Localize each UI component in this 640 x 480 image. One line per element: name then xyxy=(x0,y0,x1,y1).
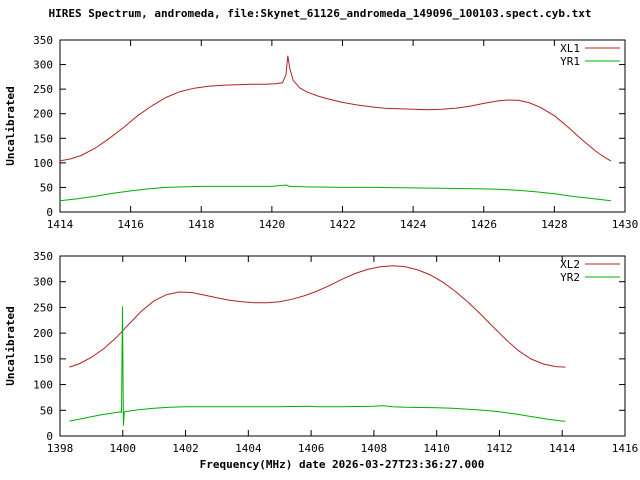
y-tick-label: 300 xyxy=(33,59,53,72)
bottom-y-axis-label: Uncalibrated xyxy=(4,306,17,385)
x-axis-label: Frequency(MHz) date 2026-03-27T23:36:27.… xyxy=(200,458,485,471)
top-plot: 1414 1416 1418 1420 1422 1424 1426 1428 1430 0 50 1… xyxy=(33,34,638,231)
x-tick-label: 1404 xyxy=(235,442,262,455)
y-tick-label: 100 xyxy=(33,379,53,392)
y-tick-label: 350 xyxy=(33,250,53,263)
y-tick-label: 50 xyxy=(40,404,53,417)
top-y-axis-label: Uncalibrated xyxy=(4,86,17,165)
x-tick-label: 1410 xyxy=(423,442,450,455)
x-tick-label: 1424 xyxy=(400,218,427,231)
legend-label-yr1: YR1 xyxy=(560,55,580,68)
x-tick-label: 1402 xyxy=(172,442,199,455)
y-tick-label: 0 xyxy=(46,206,53,219)
legend-label-xl2: XL2 xyxy=(560,258,580,271)
series-line-xl1 xyxy=(59,55,612,162)
y-tick-label: 250 xyxy=(33,301,53,314)
y-tick-label: 350 xyxy=(33,34,53,47)
series-line-yr1 xyxy=(59,184,611,202)
y-tick-label: 50 xyxy=(40,181,53,194)
series-line-xl2 xyxy=(69,265,566,368)
y-tick-label: 200 xyxy=(33,327,53,340)
series-line-yr2 xyxy=(69,306,566,426)
x-tick-label: 1426 xyxy=(471,218,498,231)
x-tick-label: 1418 xyxy=(188,218,215,231)
x-tick-label: 1398 xyxy=(47,442,74,455)
legend-label-xl1: XL1 xyxy=(560,42,580,55)
plot-border xyxy=(59,39,626,213)
x-tick-label: 1420 xyxy=(259,218,286,231)
x-tick-label: 1416 xyxy=(612,442,639,455)
plot-border xyxy=(59,255,626,437)
x-tick-label: 1414 xyxy=(549,442,576,455)
x-tick-label: 1400 xyxy=(110,442,137,455)
x-tick-label: 1412 xyxy=(486,442,513,455)
y-tick-label: 300 xyxy=(33,276,53,289)
y-tick-label: 100 xyxy=(33,157,53,170)
x-tick-label: 1428 xyxy=(541,218,568,231)
x-tick-label: 1422 xyxy=(329,218,356,231)
x-tick-label: 1430 xyxy=(612,218,639,231)
y-tick-label: 150 xyxy=(33,132,53,145)
y-tick-label: 150 xyxy=(33,353,53,366)
x-tick-label: 1416 xyxy=(117,218,144,231)
bottom-plot: 1398 1400 1402 1404 1406 1408 1410 1412 1414 1416… xyxy=(33,250,638,455)
chart-title: HIRES Spectrum, andromeda, file:Skynet_6… xyxy=(48,7,591,20)
x-tick-label: 1406 xyxy=(298,442,325,455)
y-tick-label: 0 xyxy=(46,430,53,443)
y-tick-label: 200 xyxy=(33,108,53,121)
x-tick-label: 1408 xyxy=(361,442,388,455)
x-tick-label: 1414 xyxy=(47,218,74,231)
legend-label-yr2: YR2 xyxy=(560,271,580,284)
y-tick-label: 250 xyxy=(33,83,53,96)
